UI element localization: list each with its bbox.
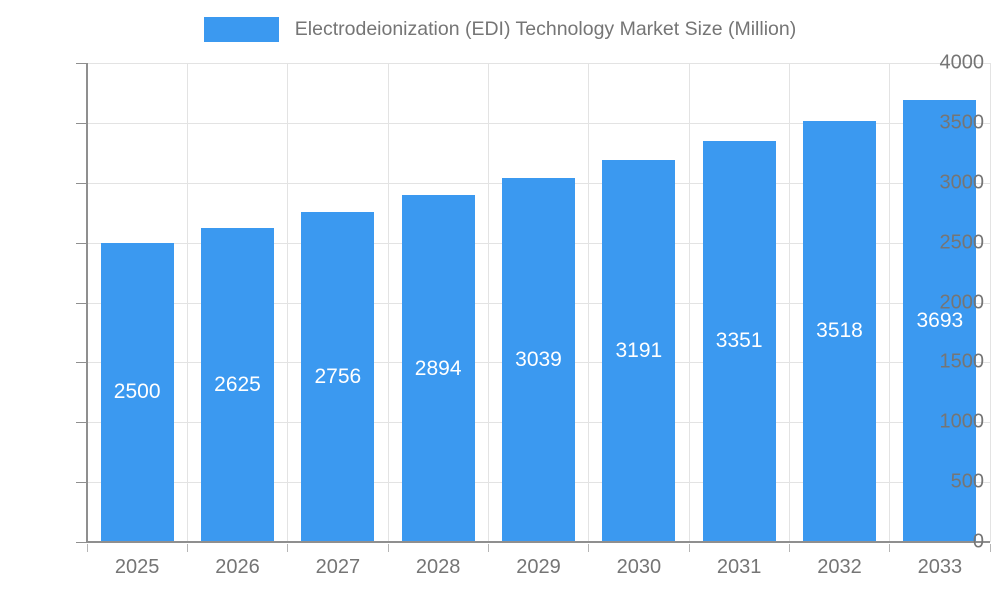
plot-area: 2500 2625 2756 2894 3039 3191 3351 3518 3693 (76, 63, 991, 552)
x-gridline (487, 63, 489, 542)
bar-2033[interactable]: 3693 (903, 99, 977, 542)
y-axis-tick (76, 422, 86, 424)
legend-label: Electrodeionization (EDI) Technology Mar… (294, 17, 797, 40)
y-axis-tick (76, 482, 86, 484)
y-gridline (87, 122, 990, 124)
y-axis-label: 3500 (939, 111, 985, 134)
y-axis-label: 0 (972, 530, 984, 553)
bar-value-label: 3191 (615, 338, 663, 362)
y-axis-label: 1000 (939, 410, 985, 433)
bar-2029[interactable]: 3039 (502, 178, 575, 542)
y-axis-tick (76, 122, 86, 124)
x-axis-label: 2026 (215, 556, 260, 578)
x-axis-label: 2033 (917, 556, 963, 578)
x-axis-tick (989, 544, 991, 552)
legend-swatch (203, 16, 279, 42)
y-axis-label: 2500 (939, 231, 985, 254)
bar-2028[interactable]: 2894 (401, 195, 475, 542)
y-axis-label: 4000 (939, 51, 985, 74)
bar-2026[interactable]: 2625 (201, 227, 274, 542)
chart-legend[interactable]: Electrodeionization (EDI) Technology Mar… (0, 12, 1000, 46)
y-axis-label: 1500 (939, 350, 985, 373)
x-axis-tick (86, 544, 88, 552)
bar-value-label: 3693 (916, 308, 964, 332)
x-axis-label: 2028 (415, 556, 461, 578)
y-axis-tick (76, 302, 86, 304)
bar-value-label: 2500 (113, 380, 161, 404)
x-gridline (186, 63, 188, 542)
bar-value-label: 2756 (314, 364, 362, 388)
x-axis-label: 2027 (315, 556, 361, 578)
x-axis-tick (588, 544, 590, 552)
bar-value-label: 3039 (515, 348, 562, 372)
y-axis-tick (76, 542, 86, 543)
y-gridline (87, 63, 990, 64)
y-axis-tick (76, 362, 86, 364)
bar-2031[interactable]: 3351 (702, 140, 776, 542)
y-axis-line (86, 63, 88, 542)
y-axis-label: 3000 (939, 171, 985, 194)
x-gridline (287, 63, 289, 542)
x-axis-label: 2032 (817, 556, 862, 578)
y-axis-label: 500 (950, 470, 984, 493)
x-axis-tick (688, 544, 690, 552)
x-axis-label: 2025 (114, 556, 160, 578)
y-axis-tick (76, 63, 86, 64)
x-axis-tick (186, 544, 188, 552)
x-gridline (387, 63, 389, 542)
bar-2025[interactable]: 2500 (100, 242, 174, 542)
bar-2027[interactable]: 2756 (301, 211, 375, 542)
bar-2032[interactable]: 3518 (803, 120, 876, 542)
x-gridline (989, 63, 991, 542)
x-gridline (889, 63, 891, 542)
x-gridline (688, 63, 690, 542)
x-gridline (788, 63, 790, 542)
y-axis-tick (76, 182, 86, 184)
bar-value-label: 2625 (214, 372, 261, 396)
x-axis-tick (788, 544, 790, 552)
bar-2030[interactable]: 3191 (602, 159, 676, 542)
x-gridline (588, 63, 590, 542)
x-axis-tick (889, 544, 891, 552)
x-axis-tick (487, 544, 489, 552)
x-axis-tick (287, 544, 289, 552)
x-axis-tick (387, 544, 389, 552)
bar-value-label: 3518 (816, 319, 863, 343)
x-axis-line (86, 541, 990, 543)
bar-value-label: 2894 (414, 356, 462, 380)
x-axis-label: 2029 (516, 556, 561, 578)
y-axis-tick (76, 242, 86, 244)
bar-value-label: 3351 (715, 329, 763, 353)
y-axis-label: 2000 (939, 291, 985, 313)
x-axis-label: 2030 (616, 556, 662, 578)
x-axis-label: 2031 (716, 556, 762, 578)
